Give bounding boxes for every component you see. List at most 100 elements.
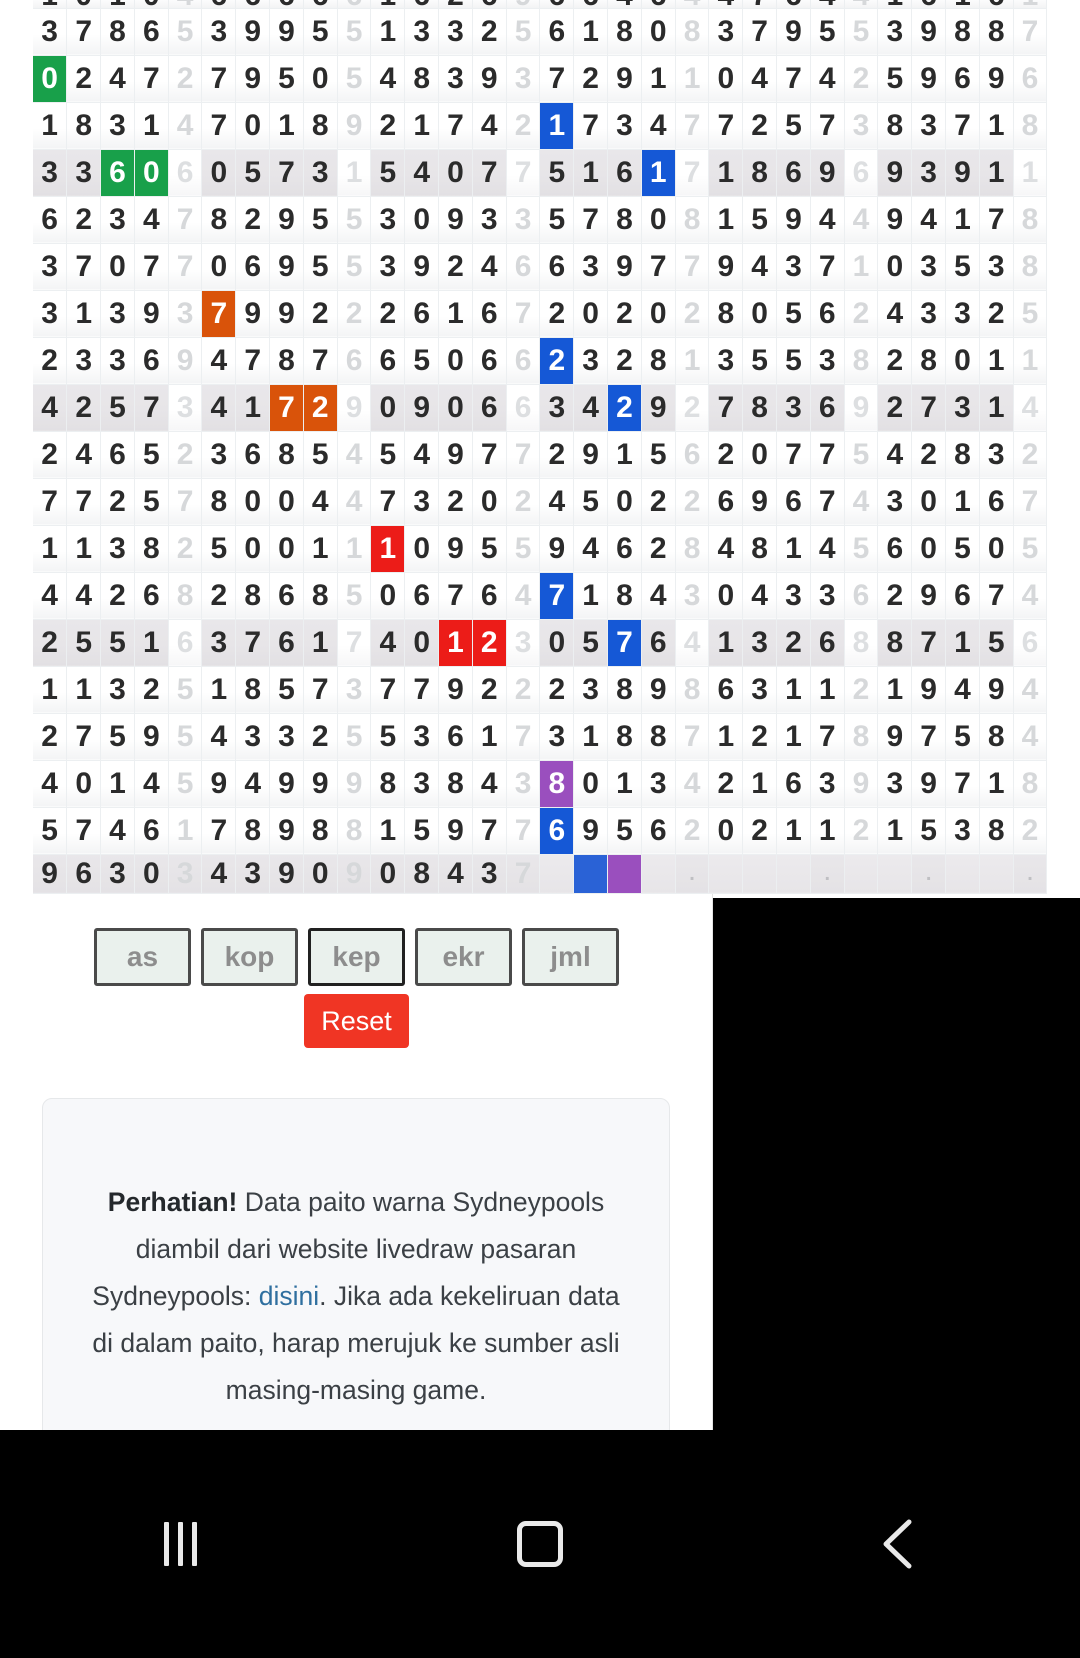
grid-cell[interactable]: 5: [235, 149, 271, 197]
grid-cell[interactable]: 7: [573, 196, 609, 244]
grid-cell[interactable]: 8: [641, 713, 676, 761]
grid-cell[interactable]: 4: [844, 196, 879, 244]
grid-cell[interactable]: 7: [742, 8, 778, 56]
grid-cell[interactable]: 0: [742, 431, 778, 479]
grid-cell[interactable]: 6: [539, 243, 575, 291]
grid-cell[interactable]: 0: [641, 8, 676, 56]
filter-button-as[interactable]: as: [94, 928, 191, 986]
grid-cell[interactable]: 5: [1013, 525, 1047, 573]
grid-cell[interactable]: 1: [573, 149, 609, 197]
grid-cell[interactable]: 6: [472, 572, 507, 620]
grid-cell[interactable]: 6: [776, 0, 811, 9]
grid-cell[interactable]: 8: [675, 8, 710, 56]
grid-cell[interactable]: 9: [742, 478, 778, 526]
grid-cell[interactable]: 5: [303, 196, 338, 244]
grid-cell[interactable]: 4: [742, 572, 778, 620]
grid-cell[interactable]: 5: [945, 243, 980, 291]
grid-cell[interactable]: 0: [370, 384, 406, 432]
grid-cell[interactable]: 6: [708, 478, 744, 526]
grid-cell[interactable]: 7: [506, 807, 541, 855]
grid-cell[interactable]: 5: [100, 619, 135, 667]
grid-cell[interactable]: 6: [877, 525, 913, 573]
grid-cell[interactable]: 5: [303, 8, 338, 56]
grid-cell[interactable]: 5: [877, 55, 913, 103]
grid-cell[interactable]: 6: [945, 572, 980, 620]
grid-cell[interactable]: 3: [100, 102, 135, 150]
grid-cell[interactable]: 7: [506, 854, 541, 894]
grid-cell[interactable]: 7: [1013, 478, 1047, 526]
grid-cell[interactable]: 3: [201, 8, 237, 56]
grid-cell[interactable]: 7: [1013, 8, 1047, 56]
grid-cell[interactable]: 0: [66, 760, 102, 808]
grid-cell[interactable]: 0: [438, 149, 473, 197]
grid-cell[interactable]: 9: [911, 8, 947, 56]
grid-cell[interactable]: 7: [235, 619, 271, 667]
grid-cell[interactable]: 4: [1013, 384, 1047, 432]
grid-cell[interactable]: 3: [404, 478, 440, 526]
grid-cell[interactable]: 2: [844, 666, 879, 714]
grid-cell[interactable]: 3: [810, 337, 845, 385]
grid-cell[interactable]: 2: [844, 55, 879, 103]
grid-cell[interactable]: 1: [134, 102, 169, 150]
grid-cell[interactable]: 6: [979, 478, 1014, 526]
grid-cell[interactable]: 6: [235, 243, 271, 291]
grid-cell[interactable]: 2: [235, 196, 271, 244]
grid-cell[interactable]: 3: [337, 666, 372, 714]
grid-cell[interactable]: 4: [675, 760, 710, 808]
grid-cell[interactable]: 1: [607, 760, 642, 808]
grid-cell[interactable]: 0: [235, 478, 271, 526]
grid-cell[interactable]: 5: [100, 713, 135, 761]
grid-cell[interactable]: 7: [438, 102, 473, 150]
grid-cell[interactable]: 1: [945, 478, 980, 526]
grid-cell[interactable]: 7: [303, 666, 338, 714]
grid-cell[interactable]: 7: [438, 572, 473, 620]
grid-cell[interactable]: 5: [641, 431, 676, 479]
home-button[interactable]: [460, 1484, 620, 1604]
grid-cell[interactable]: 8: [168, 572, 203, 620]
grid-cell[interactable]: 7: [472, 807, 507, 855]
grid-cell[interactable]: 3: [303, 149, 338, 197]
grid-cell[interactable]: 5: [134, 478, 169, 526]
grid-cell[interactable]: 6: [337, 0, 372, 9]
grid-cell[interactable]: 5: [337, 8, 372, 56]
grid-cell[interactable]: 4: [472, 760, 507, 808]
grid-cell[interactable]: 9: [472, 55, 507, 103]
grid-cell[interactable]: 5: [168, 8, 203, 56]
grid-cell[interactable]: 3: [708, 337, 744, 385]
grid-cell[interactable]: 1: [776, 666, 811, 714]
grid-cell[interactable]: 4: [573, 525, 609, 573]
grid-cell[interactable]: 9: [404, 243, 440, 291]
grid-cell[interactable]: 2: [708, 760, 744, 808]
grid-cell[interactable]: 9: [438, 666, 473, 714]
grid-cell[interactable]: 6: [776, 760, 811, 808]
grid-cell[interactable]: 7: [33, 478, 68, 526]
grid-cell[interactable]: 9: [269, 290, 304, 338]
grid-cell[interactable]: 8: [1013, 196, 1047, 244]
grid-cell[interactable]: 5: [911, 807, 947, 855]
grid-cell[interactable]: 1: [370, 0, 406, 9]
grid-cell[interactable]: 0: [66, 0, 102, 9]
grid-cell[interactable]: 9: [269, 243, 304, 291]
grid-cell[interactable]: 8: [201, 478, 237, 526]
grid-cell[interactable]: 8: [607, 666, 642, 714]
grid-cell[interactable]: 7: [810, 102, 845, 150]
grid-cell[interactable]: 5: [337, 572, 372, 620]
grid-cell[interactable]: 6: [168, 619, 203, 667]
grid-cell[interactable]: 3: [506, 55, 541, 103]
grid-cell[interactable]: 0: [303, 55, 338, 103]
grid-cell[interactable]: 2: [438, 478, 473, 526]
grid-cell[interactable]: [607, 854, 642, 894]
grid-cell[interactable]: 9: [337, 102, 372, 150]
grid-cell[interactable]: 1: [776, 713, 811, 761]
grid-cell[interactable]: 4: [708, 525, 744, 573]
grid-cell[interactable]: 5: [979, 619, 1014, 667]
grid-cell[interactable]: 0: [404, 196, 440, 244]
grid-cell[interactable]: 3: [675, 572, 710, 620]
grid-cell[interactable]: 0: [33, 55, 68, 103]
grid-cell[interactable]: 2: [607, 290, 642, 338]
grid-cell[interactable]: 5: [201, 525, 237, 573]
grid-cell[interactable]: 6: [675, 431, 710, 479]
grid-cell[interactable]: 6: [235, 0, 271, 9]
grid-cell[interactable]: 3: [33, 149, 68, 197]
grid-cell[interactable]: 2: [33, 337, 68, 385]
